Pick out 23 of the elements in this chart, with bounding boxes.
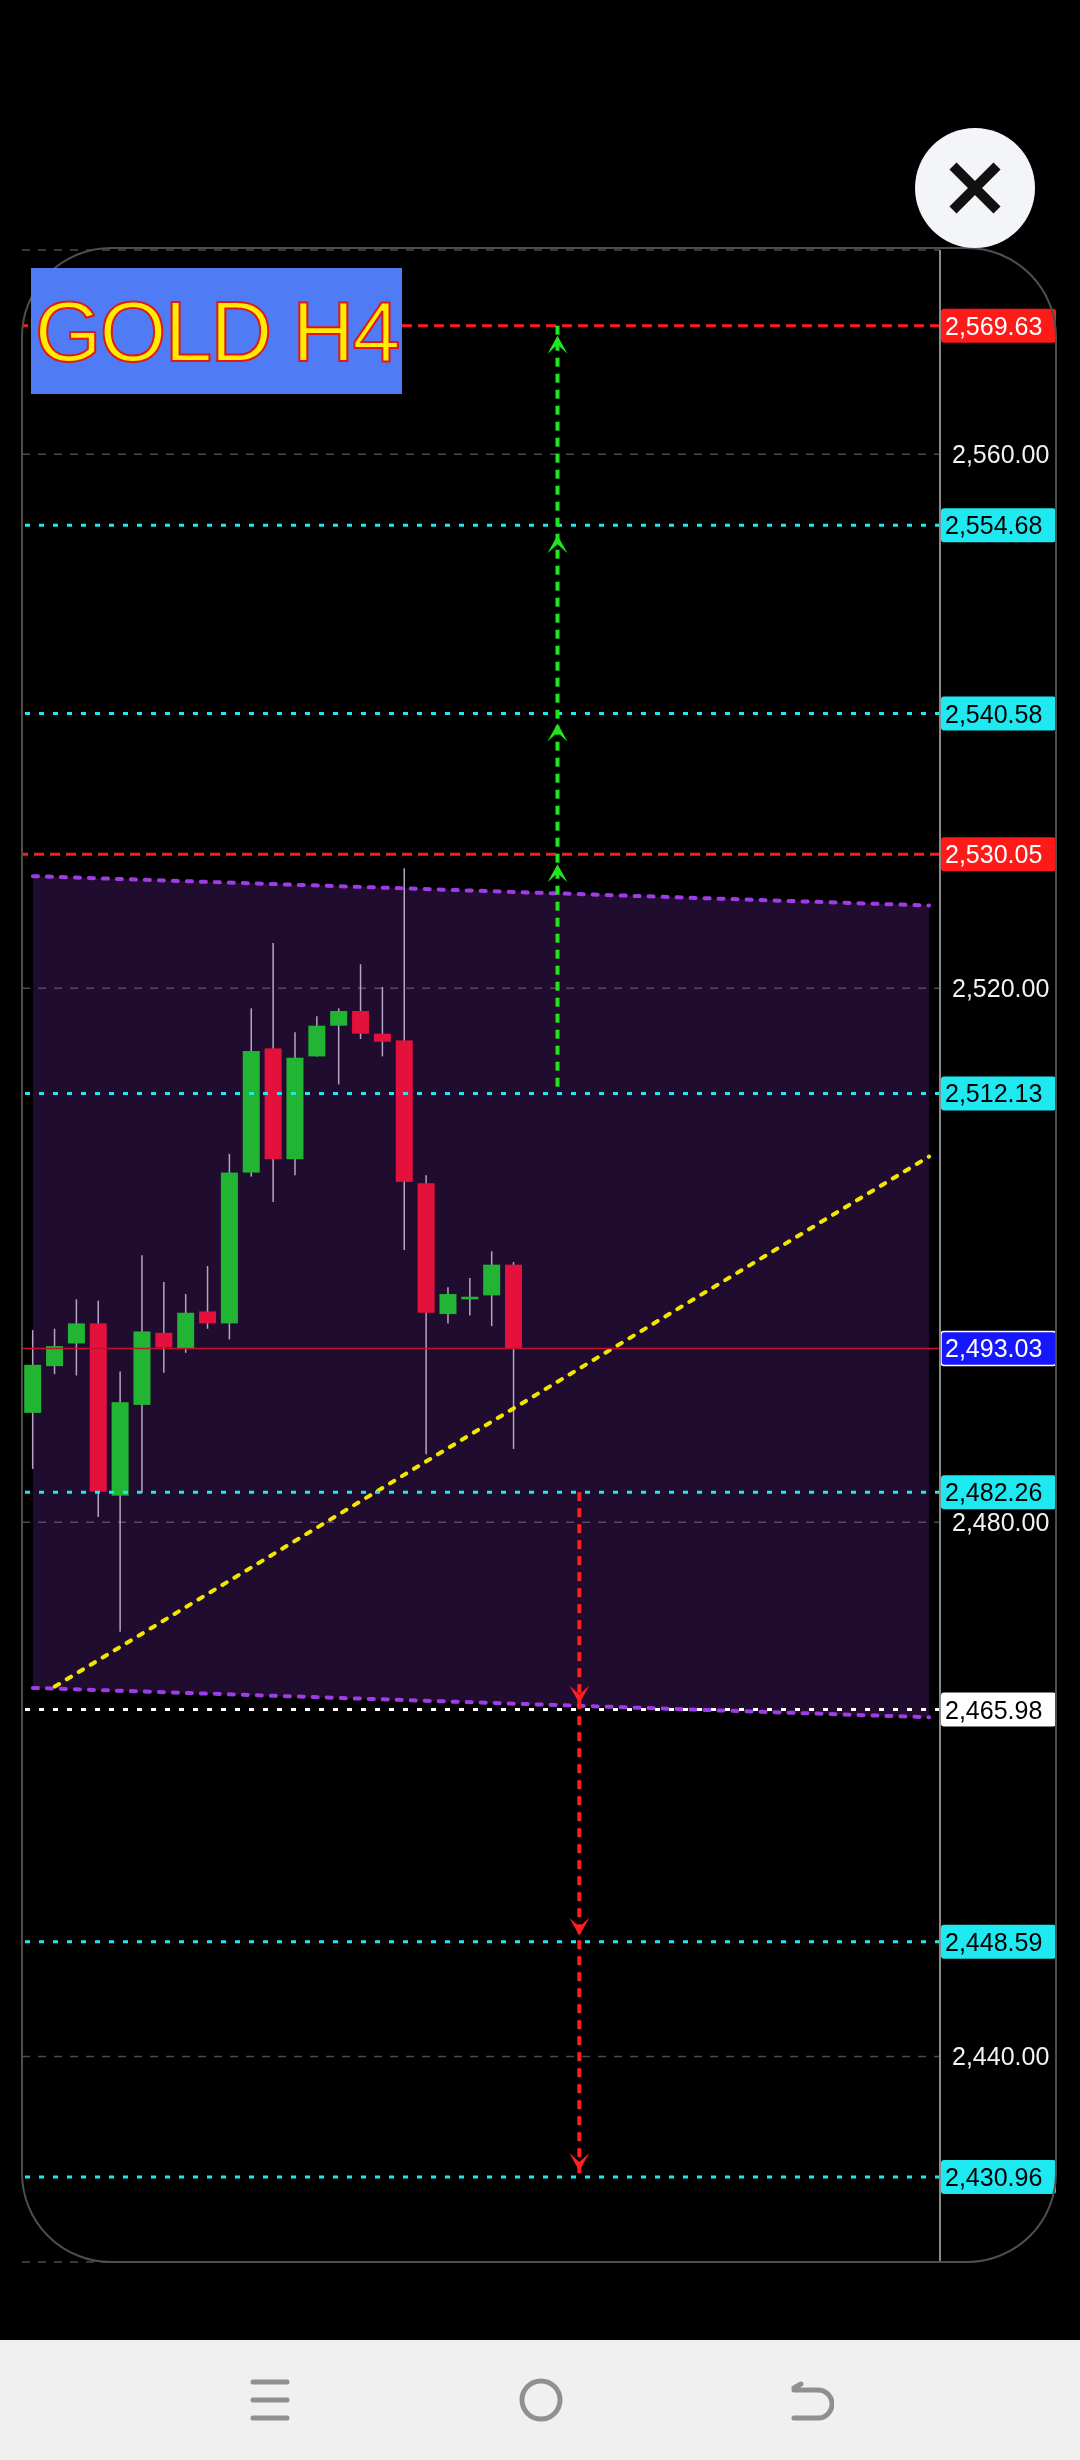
candlestick [155, 1281, 173, 1374]
candlestick [46, 1328, 64, 1375]
ref-line-label: 2,465.98 [945, 1695, 1043, 1724]
ref-line-label: 2,482.26 [945, 1478, 1043, 1507]
ref-line-label: 2,554.68 [945, 511, 1043, 540]
y-tick-label: 2,440.00 [952, 2042, 1050, 2071]
y-tick-label: 2,520.00 [952, 974, 1050, 1003]
candlestick [199, 1265, 217, 1330]
candlestick [352, 963, 370, 1040]
y-tick-label: 2,480.00 [952, 1508, 1050, 1537]
ref-line-label: 2,430.96 [945, 2163, 1043, 2192]
candlestick [67, 1298, 85, 1377]
ref-line-label: 2,540.58 [945, 699, 1043, 728]
ref-line-label: 2,569.63 [945, 311, 1043, 340]
chart-title: GOLD H4 [34, 283, 399, 379]
candlestick [439, 1286, 457, 1325]
y-tick-label: 2,560.00 [952, 440, 1050, 469]
candlestick [330, 1007, 348, 1086]
candlestick [373, 986, 391, 1058]
ref-line-label: 2,448.59 [945, 1927, 1043, 1956]
ref-line-label: 2,512.13 [945, 1079, 1043, 1108]
ref-line-label: 2,530.05 [945, 840, 1043, 869]
ref-line-label: 2,493.03 [945, 1334, 1043, 1363]
